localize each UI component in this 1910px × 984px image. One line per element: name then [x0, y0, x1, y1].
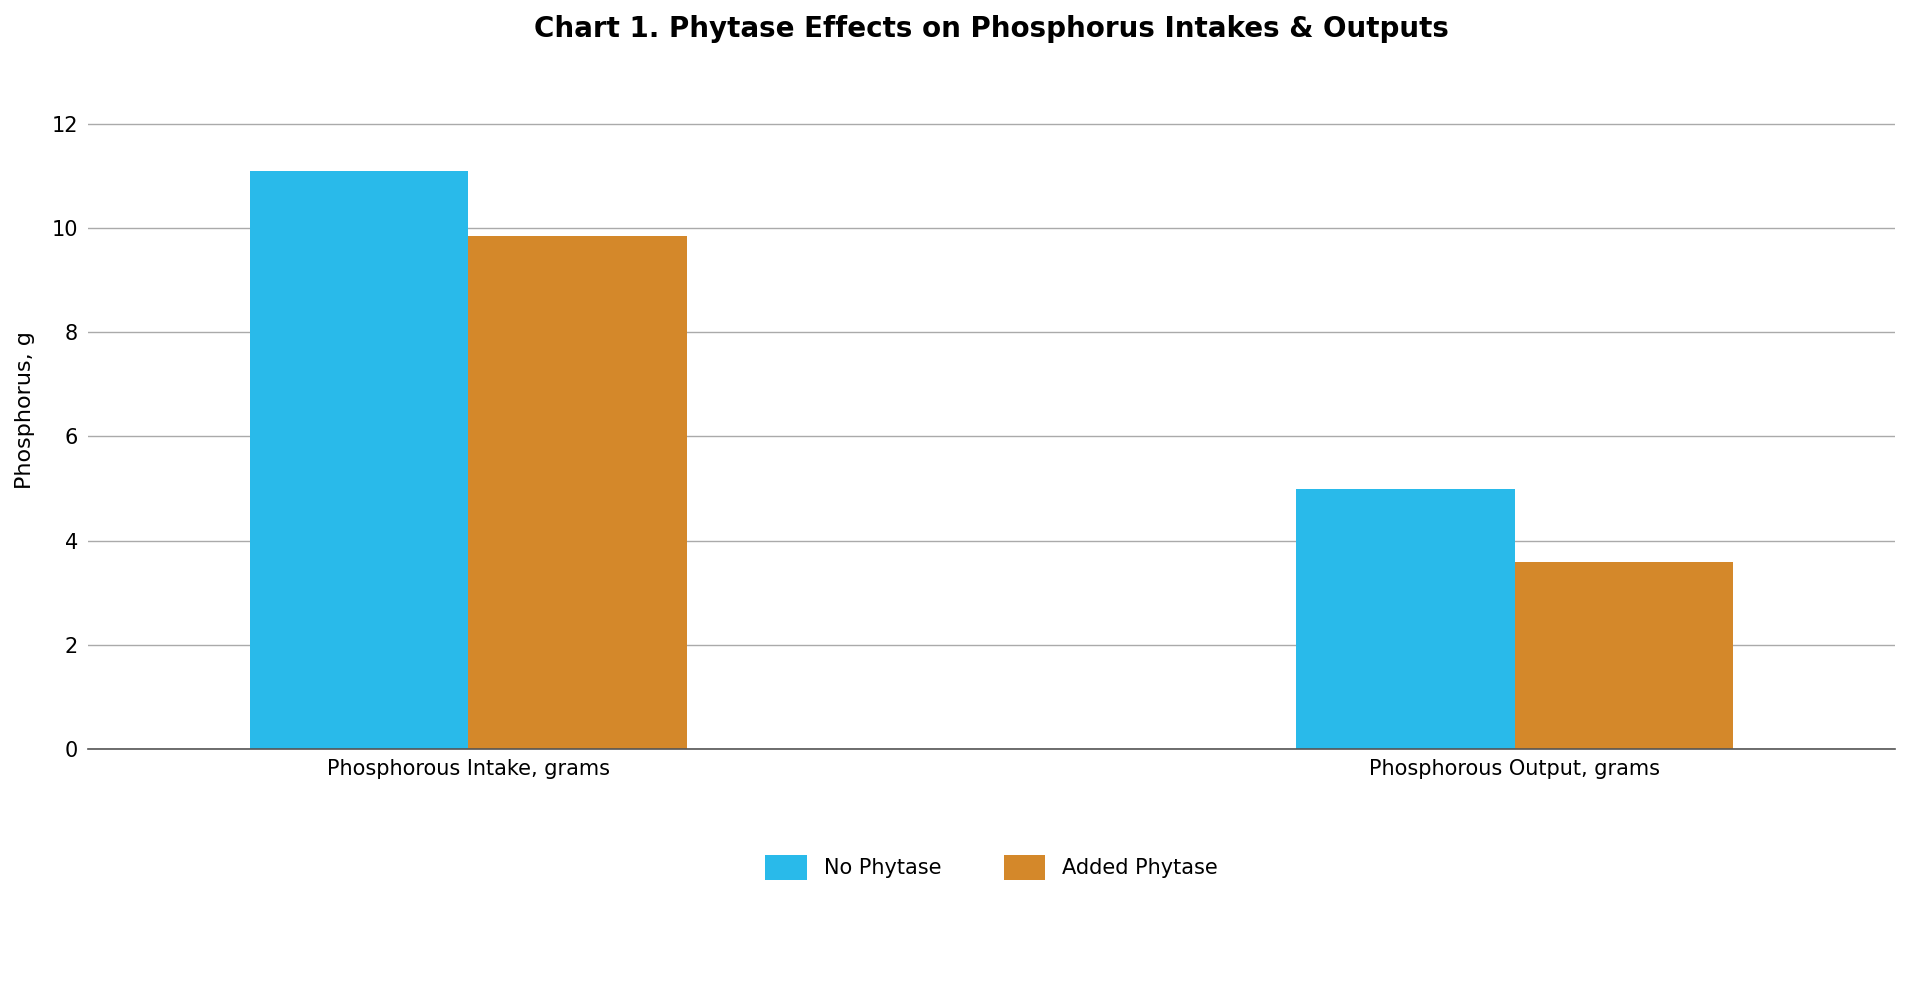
Y-axis label: Phosphorus, g: Phosphorus, g [15, 332, 34, 489]
Bar [250, 171, 468, 749]
Bar [1295, 489, 1515, 749]
Legend: No Phytase, Added Phytase: No Phytase, Added Phytase [745, 834, 1238, 901]
Bar [468, 236, 688, 749]
Title: Chart 1. Phytase Effects on Phosphorus Intakes & Outputs: Chart 1. Phytase Effects on Phosphorus I… [535, 15, 1450, 43]
Bar [1515, 562, 1732, 749]
